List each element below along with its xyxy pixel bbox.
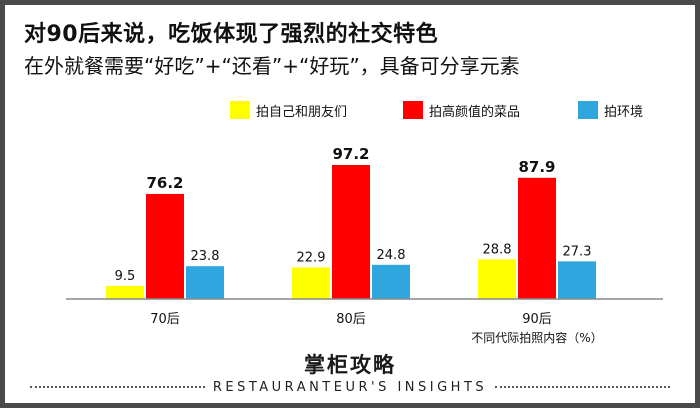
value-label-dishes-2: 97.2 bbox=[332, 145, 369, 163]
bar-selfie-1 bbox=[106, 285, 144, 299]
value-label-environment-2: 24.8 bbox=[377, 248, 406, 263]
bar-chart: 9.5 76.2 23.8 70后 22.9 97.2 24.8 80后 28.8 87.9 27.… bbox=[66, 145, 663, 345]
legend-swatch-dishes bbox=[403, 101, 423, 119]
x-axis-label: 不同代际拍照内容（%） bbox=[471, 330, 602, 345]
legend-item-dishes: 拍高颜值的菜品 bbox=[403, 99, 520, 121]
value-label-selfie-2: 22.9 bbox=[297, 250, 326, 265]
legend-swatch-selfie bbox=[230, 101, 250, 119]
bar-environment-3 bbox=[558, 261, 596, 299]
bar-dishes-1 bbox=[146, 193, 184, 299]
bar-dishes-3 bbox=[518, 177, 556, 299]
legend-item-environment: 拍环境 bbox=[578, 99, 643, 121]
chart-frame: 对90后来说，吃饭体现了强烈的社交特色 在外就餐需要“好吃”+“还看”+“好玩”… bbox=[5, 5, 695, 403]
value-label-environment-1: 23.8 bbox=[191, 249, 220, 264]
tagline: RESTAURANTEUR'S INSIGHTS bbox=[212, 379, 488, 395]
bar-selfie-3 bbox=[478, 259, 516, 299]
dotted-divider-left bbox=[29, 386, 205, 388]
value-label-dishes-1: 76.2 bbox=[146, 174, 183, 192]
legend-label-dishes: 拍高颜值的菜品 bbox=[429, 104, 521, 120]
legend-label-environment: 拍环境 bbox=[604, 104, 644, 120]
x-tick-label-1: 70后 bbox=[150, 312, 180, 327]
tagline-row: RESTAURANTEUR'S INSIGHTS bbox=[5, 377, 695, 397]
chart-legend: 拍自己和朋友们 拍高颜值的菜品 拍环境 bbox=[5, 99, 695, 121]
x-tick-label-3: 90后 bbox=[522, 312, 552, 327]
legend-swatch-environment bbox=[578, 101, 598, 119]
bar-dishes-2 bbox=[332, 165, 370, 299]
value-label-dishes-3: 87.9 bbox=[518, 158, 555, 176]
value-label-selfie-1: 9.5 bbox=[115, 269, 136, 284]
legend-item-selfie: 拍自己和朋友们 bbox=[230, 99, 347, 121]
chart-title: 对90后来说，吃饭体现了强烈的社交特色 bbox=[24, 22, 439, 47]
bar-environment-1 bbox=[186, 266, 224, 299]
value-label-selfie-3: 28.8 bbox=[483, 242, 512, 257]
x-tick-label-2: 80后 bbox=[336, 312, 366, 327]
brand-logo-text: 掌柜攻略 bbox=[304, 353, 396, 377]
chart-subtitle: 在外就餐需要“好吃”+“还看”+“好玩”，具备可分享元素 bbox=[24, 54, 520, 78]
legend-label-selfie: 拍自己和朋友们 bbox=[256, 104, 348, 120]
bar-environment-2 bbox=[372, 264, 410, 299]
bar-selfie-2 bbox=[292, 267, 330, 299]
value-label-environment-3: 27.3 bbox=[563, 244, 592, 259]
dotted-divider-right bbox=[495, 386, 671, 388]
